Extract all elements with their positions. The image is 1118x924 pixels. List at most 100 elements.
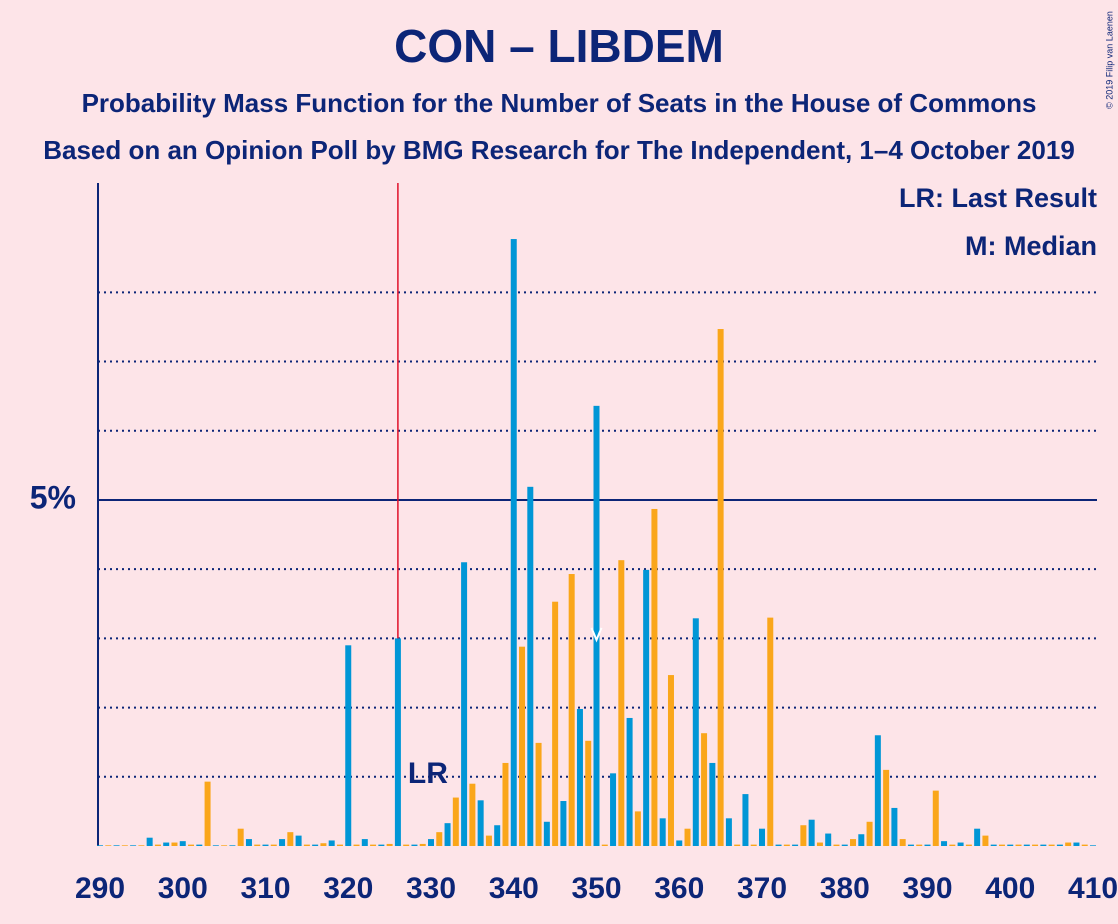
bar [204,781,211,846]
bar [949,844,956,846]
bar [676,840,683,846]
bar [643,569,650,846]
bar [701,733,708,846]
bar [254,844,261,846]
bar [974,828,981,846]
bar [1023,844,1030,846]
bar [1081,844,1088,846]
bar [212,845,219,846]
last-result-label: LR [408,757,448,790]
bar [957,842,964,846]
bar [767,617,774,846]
bar [808,819,815,846]
bar [154,844,161,846]
bar [899,839,906,846]
bar [560,801,567,846]
bar [105,845,112,846]
bar [651,508,658,846]
bar [858,834,865,846]
bar [386,843,393,846]
bar [113,845,120,846]
bar [543,821,550,846]
chart-subtitle: Probability Mass Function for the Number… [82,88,1037,118]
bar [734,844,741,846]
x-tick-label: 340 [489,872,539,905]
bar [618,560,625,846]
bar [759,828,765,846]
bar [303,844,310,846]
chart-subtitle: Based on an Opinion Poll by BMG Research… [43,135,1075,165]
x-tick-label: 300 [158,872,208,905]
bar [907,844,914,846]
bar [998,844,1005,846]
bar [1065,842,1072,846]
bar [585,740,592,846]
bar [916,844,923,846]
bar [361,839,368,846]
bar [684,828,691,846]
bar [667,675,674,846]
x-tick-label: 330 [406,872,456,905]
bar [229,845,236,846]
bar [245,839,252,846]
bar [1007,844,1014,846]
bar [179,841,186,846]
bar [634,811,641,846]
bar [841,844,848,846]
bar [328,840,335,846]
bar [378,844,385,846]
bar [485,835,492,846]
bar [411,844,418,846]
chart-title: CON – LIBDEM [394,20,724,72]
bar [130,845,137,846]
bar [469,783,476,846]
x-tick-label: 380 [820,872,870,905]
bar [816,842,823,846]
bar [1015,844,1022,846]
bar [171,842,178,846]
bar [279,839,286,846]
bar [146,837,153,846]
bar [270,844,277,846]
bar [97,845,103,846]
bar [692,618,699,846]
bar [1056,844,1063,846]
bar [121,845,128,846]
legend-text: LR: Last Result [899,183,1097,213]
bar [924,844,931,846]
bar [287,832,294,846]
x-tick-label: 390 [902,872,952,905]
bar [237,828,244,846]
bar [659,818,666,846]
bar [295,835,302,846]
bar [519,646,526,846]
bar [320,843,327,846]
bar [576,708,583,846]
bar [163,842,170,846]
y-tick-label: 5% [30,479,76,515]
bar [1090,845,1096,846]
bar [1040,844,1047,846]
bar [601,844,608,846]
bar [965,844,972,846]
bar [593,405,600,846]
copyright: © 2019 Filip van Laenen [1104,11,1114,109]
bar [502,762,509,846]
bar [1073,842,1080,846]
bar [221,845,228,846]
bar [403,844,410,846]
bar [800,825,807,846]
x-tick-label: 410 [1068,872,1118,905]
bar [345,645,352,846]
bar [750,844,757,846]
legend-text: M: Median [965,231,1097,261]
bar [891,807,898,846]
bar [370,844,377,846]
bar [262,844,269,846]
bar [825,833,832,846]
bar [138,845,145,846]
x-tick-label: 400 [985,872,1035,905]
x-tick-label: 310 [240,872,290,905]
bar [982,835,989,846]
bar [775,844,782,846]
